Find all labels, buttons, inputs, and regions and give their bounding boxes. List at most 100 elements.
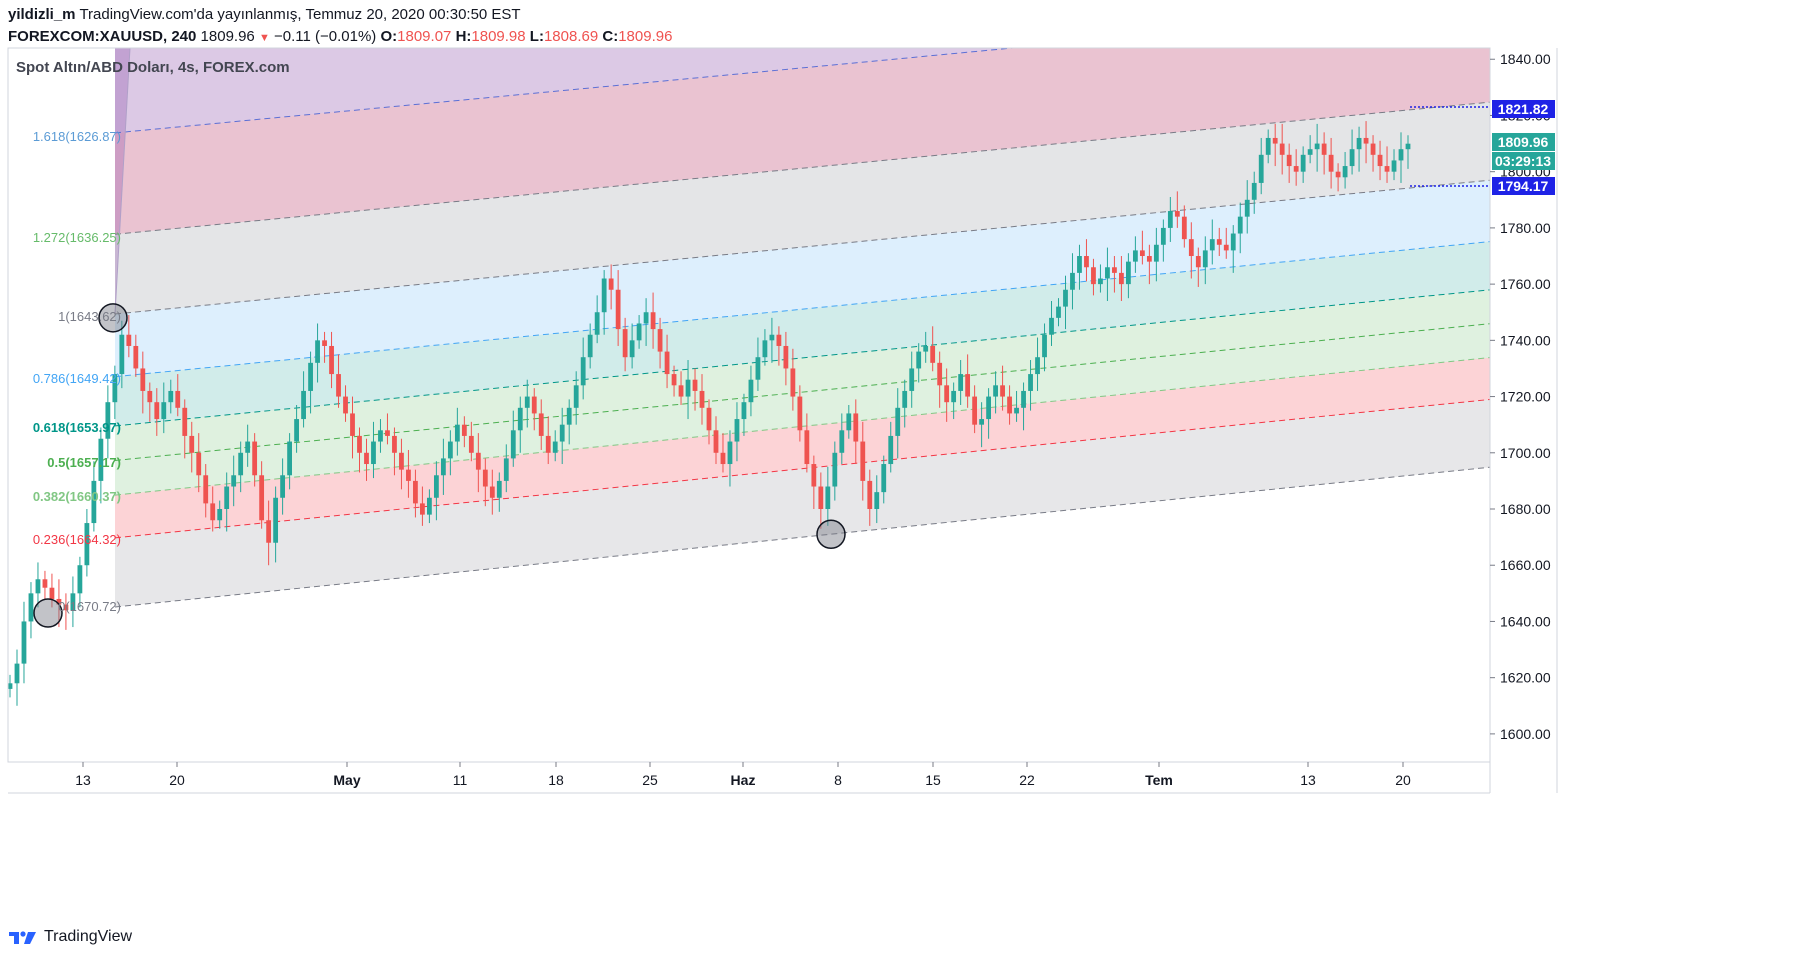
candle <box>301 390 306 420</box>
price-badge-label: 1821.82 <box>1498 101 1549 117</box>
candle <box>1084 256 1089 268</box>
candle <box>1132 250 1138 262</box>
candle <box>895 407 901 436</box>
candle <box>993 385 998 397</box>
x-tick-label: Tem <box>1145 772 1173 788</box>
y-tick-label: 1640.00 <box>1500 613 1551 629</box>
candle <box>378 430 383 442</box>
candle <box>433 475 439 498</box>
candle <box>49 587 55 599</box>
candle <box>1070 272 1075 290</box>
candle <box>1077 256 1082 273</box>
chart-title: Spot Altın/ABD Doları, 4s, FOREX.com <box>16 59 290 76</box>
candle <box>112 374 118 403</box>
candle <box>1314 143 1320 150</box>
candle <box>706 407 712 431</box>
candle <box>273 497 279 543</box>
candle <box>748 379 754 403</box>
low-label: L: <box>529 28 544 45</box>
candle <box>1391 160 1397 172</box>
candle <box>622 329 628 358</box>
footer-brand[interactable]: TradingView <box>44 928 133 945</box>
candle <box>315 340 320 363</box>
candle <box>259 475 265 521</box>
candle <box>636 323 642 341</box>
candles <box>8 121 1411 706</box>
candle <box>552 441 558 453</box>
x-tick-label: 11 <box>453 772 468 788</box>
candle <box>133 345 139 369</box>
author-name[interactable]: yildizli_m <box>8 6 76 23</box>
candle <box>1202 250 1208 268</box>
candle <box>923 345 929 352</box>
candle <box>217 509 223 521</box>
price-badge: 1821.82 <box>1492 100 1555 118</box>
candle <box>1028 374 1033 391</box>
candle <box>727 441 733 465</box>
candle <box>1112 267 1117 273</box>
candle <box>294 419 299 442</box>
close-label: C: <box>602 28 619 45</box>
candle <box>154 402 160 420</box>
x-tick-label: 20 <box>1395 772 1411 788</box>
candle <box>818 486 824 510</box>
publish-header: yildizli_m TradingView.com'da yayınlanmı… <box>8 6 521 23</box>
x-tick-label: 8 <box>834 772 842 788</box>
symbol-name[interactable]: FOREXCOM:XAUUSD, 240 <box>8 28 197 45</box>
price-badge-label: 1794.17 <box>1498 178 1549 194</box>
tradingview-logo-icon <box>9 931 36 944</box>
fib-level-label: 1.618(1626.87) <box>33 129 121 144</box>
x-tick-label: 15 <box>925 772 941 788</box>
candle <box>888 435 894 465</box>
candle <box>1335 171 1341 178</box>
candle <box>657 329 663 352</box>
x-tick-label: 25 <box>642 772 658 788</box>
candle <box>1370 143 1376 155</box>
candle <box>70 593 76 611</box>
x-tick-label: May <box>333 772 360 788</box>
candle <box>461 424 467 436</box>
candle <box>385 430 390 436</box>
candle <box>266 520 272 543</box>
candle <box>1251 182 1257 200</box>
candle <box>615 289 621 330</box>
candle <box>210 503 216 521</box>
candle <box>1091 267 1096 285</box>
candle <box>1105 267 1110 279</box>
candle <box>1398 149 1404 161</box>
candle <box>1007 396 1012 414</box>
publish-info: TradingView.com'da yayınlanmış, Temmuz 2… <box>79 6 521 23</box>
candle <box>916 351 922 369</box>
plot-area: 1.618(1626.87) 1.272(1636.25) 1(1643.62) 0.… <box>8 48 1490 706</box>
candle <box>454 424 460 442</box>
fib-band <box>115 289 1490 461</box>
open-label: O: <box>380 28 398 45</box>
candle <box>1293 166 1299 172</box>
candle <box>1014 407 1019 414</box>
candle <box>664 351 670 375</box>
candle <box>14 663 20 684</box>
candle <box>769 334 775 341</box>
candle <box>797 396 803 431</box>
candle <box>1049 317 1054 335</box>
candle <box>364 452 369 465</box>
anchor-point <box>33 598 63 628</box>
candle <box>238 452 244 476</box>
candle <box>692 379 698 391</box>
y-tick-label: 1680.00 <box>1500 501 1551 517</box>
candle <box>1237 216 1243 234</box>
candle <box>608 278 614 290</box>
candle <box>336 374 341 397</box>
candle <box>35 579 41 594</box>
candle <box>489 486 495 498</box>
price-badge: 1794.17 <box>1492 177 1555 195</box>
y-tick-label: 1760.00 <box>1500 276 1551 292</box>
fib-band <box>115 323 1490 496</box>
candle <box>224 486 230 510</box>
candle <box>1363 137 1369 144</box>
candle <box>790 368 796 397</box>
candle <box>1000 385 1005 397</box>
candle <box>231 475 237 487</box>
candle <box>392 435 397 453</box>
